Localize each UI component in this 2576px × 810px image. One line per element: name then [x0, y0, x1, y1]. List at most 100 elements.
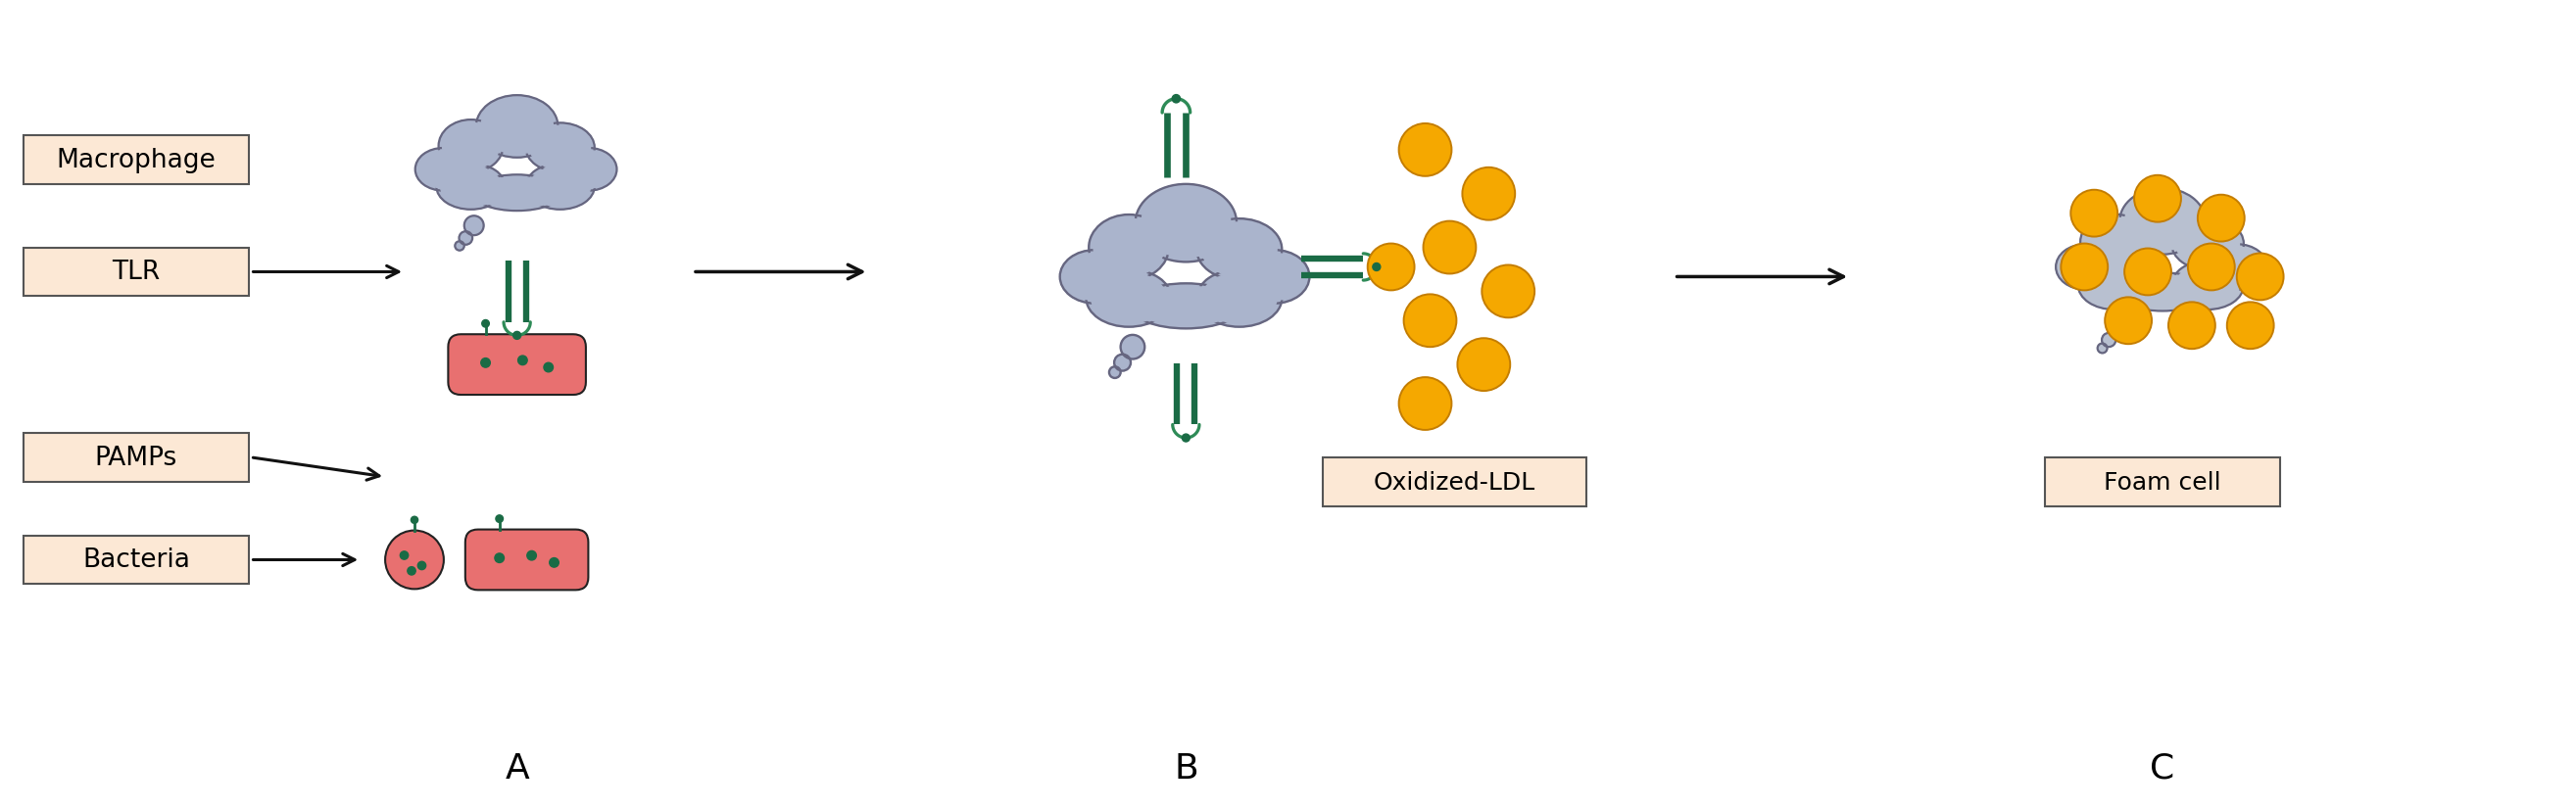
- Ellipse shape: [526, 123, 595, 173]
- Ellipse shape: [2208, 245, 2267, 291]
- FancyBboxPatch shape: [448, 335, 585, 395]
- Circle shape: [2197, 195, 2244, 242]
- Ellipse shape: [2208, 245, 2267, 290]
- Circle shape: [2169, 303, 2215, 349]
- Circle shape: [2187, 244, 2236, 291]
- Circle shape: [2133, 176, 2182, 223]
- Circle shape: [459, 232, 471, 245]
- Ellipse shape: [2081, 264, 2146, 307]
- FancyBboxPatch shape: [23, 248, 247, 296]
- Circle shape: [1399, 377, 1450, 430]
- Circle shape: [1404, 295, 1455, 347]
- Ellipse shape: [1239, 250, 1309, 304]
- Ellipse shape: [2115, 273, 2210, 312]
- Circle shape: [2107, 317, 2128, 338]
- FancyBboxPatch shape: [466, 530, 587, 590]
- Ellipse shape: [2115, 273, 2210, 312]
- Circle shape: [456, 242, 464, 251]
- Ellipse shape: [2172, 262, 2244, 310]
- Ellipse shape: [438, 120, 505, 173]
- Ellipse shape: [1136, 185, 1236, 262]
- Circle shape: [2105, 298, 2151, 344]
- Ellipse shape: [1195, 219, 1283, 281]
- Circle shape: [1172, 96, 1180, 104]
- Ellipse shape: [474, 96, 559, 159]
- Ellipse shape: [1136, 287, 1236, 326]
- Circle shape: [495, 515, 502, 522]
- Circle shape: [386, 531, 443, 589]
- Text: PAMPs: PAMPs: [95, 445, 178, 471]
- Ellipse shape: [2172, 261, 2244, 311]
- Circle shape: [2236, 254, 2282, 301]
- Text: A: A: [505, 751, 528, 784]
- Circle shape: [412, 517, 417, 524]
- Circle shape: [518, 356, 528, 365]
- Circle shape: [1115, 355, 1131, 371]
- Ellipse shape: [1244, 254, 1306, 301]
- Ellipse shape: [2177, 264, 2239, 307]
- Ellipse shape: [415, 149, 471, 191]
- Circle shape: [2097, 344, 2107, 354]
- Text: Macrophage: Macrophage: [57, 147, 216, 173]
- Ellipse shape: [2120, 189, 2205, 255]
- Circle shape: [1368, 244, 1414, 291]
- Ellipse shape: [1095, 220, 1164, 277]
- Circle shape: [1463, 168, 1515, 221]
- Ellipse shape: [1195, 270, 1283, 328]
- Ellipse shape: [2079, 214, 2148, 271]
- Ellipse shape: [526, 164, 595, 211]
- Text: TLR: TLR: [111, 260, 160, 285]
- Ellipse shape: [2120, 275, 2205, 309]
- Ellipse shape: [440, 167, 502, 207]
- Ellipse shape: [2125, 193, 2200, 251]
- Circle shape: [1110, 367, 1121, 378]
- Circle shape: [464, 216, 484, 236]
- Circle shape: [2071, 190, 2117, 237]
- Circle shape: [482, 321, 489, 328]
- FancyBboxPatch shape: [2045, 458, 2280, 506]
- Ellipse shape: [1084, 270, 1172, 328]
- Ellipse shape: [2172, 218, 2244, 271]
- Ellipse shape: [1198, 220, 1283, 281]
- Circle shape: [417, 562, 425, 570]
- Circle shape: [549, 558, 559, 568]
- Ellipse shape: [1200, 274, 1278, 324]
- Ellipse shape: [1059, 250, 1131, 305]
- Ellipse shape: [2081, 215, 2148, 271]
- Ellipse shape: [1141, 190, 1231, 258]
- Ellipse shape: [435, 164, 505, 210]
- Circle shape: [407, 567, 415, 575]
- Ellipse shape: [562, 149, 616, 191]
- Ellipse shape: [2084, 218, 2143, 267]
- Ellipse shape: [526, 164, 595, 210]
- Text: Foam cell: Foam cell: [2105, 471, 2221, 494]
- Ellipse shape: [477, 96, 559, 158]
- Text: Oxidized-LDL: Oxidized-LDL: [1373, 471, 1535, 494]
- Ellipse shape: [435, 164, 505, 211]
- Circle shape: [482, 359, 489, 368]
- Ellipse shape: [2056, 245, 2115, 291]
- FancyBboxPatch shape: [23, 433, 247, 482]
- Ellipse shape: [1128, 284, 1244, 330]
- Ellipse shape: [1131, 284, 1242, 329]
- Ellipse shape: [2056, 245, 2115, 290]
- Circle shape: [513, 332, 520, 340]
- Ellipse shape: [531, 126, 590, 170]
- Circle shape: [495, 553, 505, 563]
- Ellipse shape: [564, 151, 613, 189]
- Ellipse shape: [417, 151, 469, 189]
- Circle shape: [1399, 124, 1450, 177]
- Ellipse shape: [2177, 221, 2239, 267]
- Ellipse shape: [1198, 270, 1283, 327]
- Ellipse shape: [1200, 223, 1278, 277]
- Circle shape: [2228, 303, 2275, 349]
- Circle shape: [2102, 334, 2115, 347]
- Circle shape: [2061, 244, 2107, 291]
- Ellipse shape: [1090, 215, 1170, 281]
- Circle shape: [544, 363, 554, 373]
- Ellipse shape: [1087, 215, 1170, 282]
- Text: C: C: [2151, 751, 2174, 784]
- Ellipse shape: [2079, 262, 2151, 310]
- Circle shape: [1458, 339, 1510, 391]
- Ellipse shape: [438, 121, 502, 173]
